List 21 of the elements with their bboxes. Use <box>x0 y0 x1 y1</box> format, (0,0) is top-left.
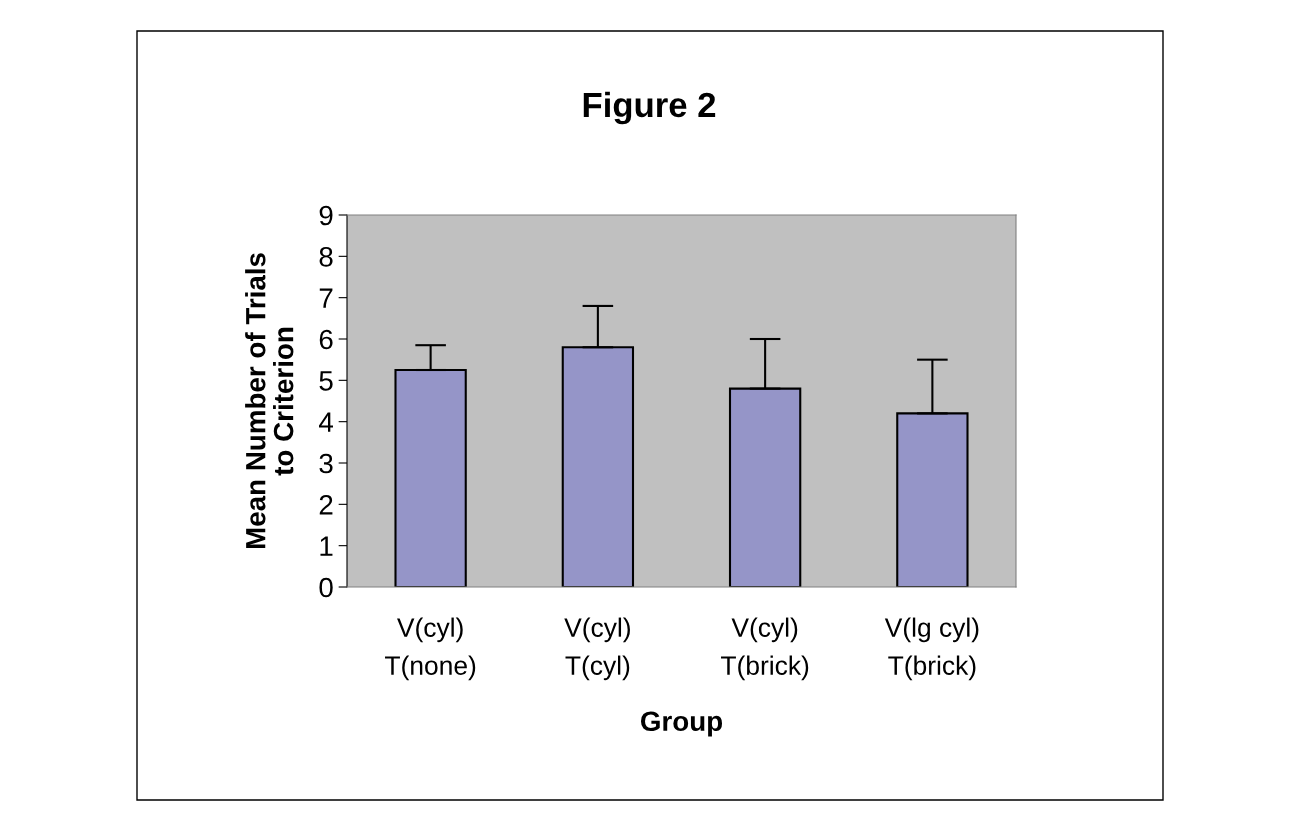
y-tick-label: 1 <box>320 536 333 556</box>
y-tick-label: 6 <box>319 329 333 350</box>
x-axis-title: Group <box>640 711 723 737</box>
y-tick-label: 2 <box>319 495 333 515</box>
y-axis-title: Mean Number of Trials to Criterion <box>245 253 294 549</box>
y-tick-label: 5 <box>319 371 333 391</box>
y-tick-label: 9 <box>319 205 333 226</box>
y-tick-label: 3 <box>319 453 333 474</box>
bar <box>561 346 635 587</box>
chart-title: Figure 2 <box>583 91 716 125</box>
bar <box>728 387 802 587</box>
y-tick-label: 4 <box>319 412 333 432</box>
x-tick-label: V(lg cyl) T(brick) <box>884 617 979 681</box>
x-tick-label: V(cyl) T(brick) <box>721 617 809 681</box>
bar <box>394 368 467 587</box>
y-tick-label: 7 <box>319 288 333 308</box>
x-tick-label: V(cyl) T(cyl) <box>564 617 630 681</box>
y-tick-label: 8 <box>319 247 333 267</box>
y-tick-label: 0 <box>319 577 333 598</box>
bar <box>896 412 969 587</box>
x-tick-label: V(cyl) T(none) <box>385 617 476 681</box>
